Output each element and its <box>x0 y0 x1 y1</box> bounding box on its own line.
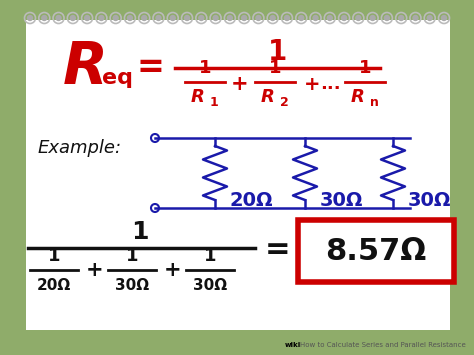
Text: Example:: Example: <box>38 139 122 157</box>
Text: 1: 1 <box>199 59 211 77</box>
Circle shape <box>27 16 33 21</box>
Text: 1: 1 <box>48 247 60 265</box>
Text: R: R <box>261 88 275 106</box>
Text: 2: 2 <box>280 95 288 109</box>
Circle shape <box>242 16 246 21</box>
Circle shape <box>384 16 390 21</box>
Circle shape <box>128 16 132 21</box>
Text: 1: 1 <box>131 220 149 244</box>
Circle shape <box>113 16 118 21</box>
Circle shape <box>42 16 47 21</box>
Circle shape <box>270 16 275 21</box>
Text: 8.57Ω: 8.57Ω <box>325 236 427 266</box>
Text: =: = <box>265 235 291 264</box>
Text: n: n <box>370 95 378 109</box>
Circle shape <box>284 16 290 21</box>
Circle shape <box>99 16 104 21</box>
Circle shape <box>370 16 375 21</box>
Circle shape <box>56 16 61 21</box>
Circle shape <box>213 16 218 21</box>
Circle shape <box>399 16 404 21</box>
Text: 30Ω: 30Ω <box>115 279 149 294</box>
Text: R: R <box>191 88 205 106</box>
FancyBboxPatch shape <box>298 220 454 282</box>
Circle shape <box>413 16 418 21</box>
Text: wiki: wiki <box>285 342 301 348</box>
Text: +: + <box>304 75 320 93</box>
Text: 1: 1 <box>126 247 138 265</box>
Circle shape <box>199 16 204 21</box>
Text: R: R <box>351 88 365 106</box>
Text: 1: 1 <box>210 95 219 109</box>
Circle shape <box>84 16 90 21</box>
Text: 30Ω: 30Ω <box>320 191 364 209</box>
Text: R: R <box>63 39 108 97</box>
Circle shape <box>299 16 304 21</box>
Circle shape <box>256 16 261 21</box>
Text: eq: eq <box>102 68 134 88</box>
Text: 20Ω: 20Ω <box>37 279 71 294</box>
Text: How to Calculate Series and Parallel Resistance: How to Calculate Series and Parallel Res… <box>300 342 466 348</box>
Text: +: + <box>164 260 182 280</box>
Circle shape <box>170 16 175 21</box>
Text: +: + <box>86 260 104 280</box>
Circle shape <box>70 16 75 21</box>
Text: ...: ... <box>319 75 340 93</box>
Text: 1: 1 <box>204 247 216 265</box>
Circle shape <box>356 16 361 21</box>
Circle shape <box>156 16 161 21</box>
Text: 20Ω: 20Ω <box>230 191 273 209</box>
Text: 30Ω: 30Ω <box>408 191 451 209</box>
Circle shape <box>441 16 447 21</box>
Text: =: = <box>136 51 164 84</box>
Text: 1: 1 <box>268 38 288 66</box>
Circle shape <box>184 16 190 21</box>
Circle shape <box>228 16 232 21</box>
Circle shape <box>427 16 432 21</box>
Circle shape <box>313 16 318 21</box>
Circle shape <box>142 16 147 21</box>
Text: 1: 1 <box>359 59 371 77</box>
Text: +: + <box>231 74 249 94</box>
Text: 30Ω: 30Ω <box>193 279 227 294</box>
Text: 1: 1 <box>269 59 281 77</box>
Circle shape <box>327 16 332 21</box>
Circle shape <box>342 16 346 21</box>
